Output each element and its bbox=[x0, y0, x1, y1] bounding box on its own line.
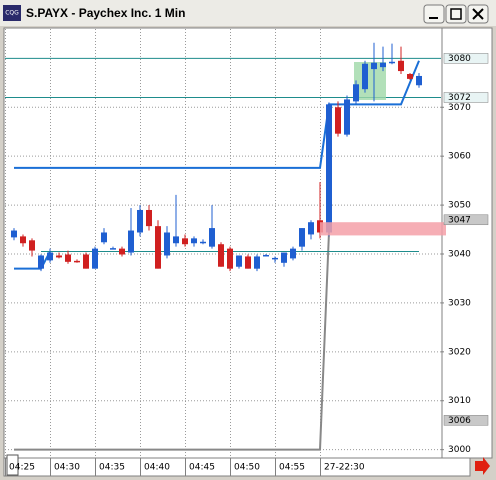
scroll-arrow[interactable] bbox=[475, 457, 490, 475]
candle-body bbox=[29, 240, 35, 251]
candle-body bbox=[137, 209, 143, 233]
y-tick-label: 3040 bbox=[448, 250, 471, 260]
candle-body bbox=[371, 62, 377, 70]
y-tick-label: 3060 bbox=[448, 152, 471, 162]
maximize-icon bbox=[450, 8, 462, 20]
x-tick-label: 04:40 bbox=[144, 463, 170, 473]
candle-body bbox=[74, 260, 80, 263]
x-tick-label: 04:35 bbox=[99, 463, 125, 473]
selection-box bbox=[354, 62, 386, 100]
candle-body bbox=[146, 209, 152, 227]
candle-body bbox=[92, 248, 98, 269]
plot: 3000 3010 3020 3030 3040 3050 3060 3070 04:25 04:… bbox=[5, 29, 471, 476]
scroll-box[interactable] bbox=[6, 454, 19, 476]
price-marker-label: 3006 bbox=[448, 416, 471, 426]
price-marker bbox=[443, 415, 489, 426]
price-marker-label: 3047 bbox=[448, 215, 471, 225]
title-bar bbox=[0, 0, 496, 26]
y-tick-label: 3030 bbox=[448, 298, 471, 308]
y-tick-label: 3010 bbox=[448, 396, 471, 406]
candle-body bbox=[218, 244, 224, 267]
candle-body bbox=[200, 241, 206, 244]
chart-area bbox=[3, 27, 493, 459]
close-icon bbox=[472, 8, 484, 20]
candle-body bbox=[47, 252, 53, 261]
candle-body bbox=[182, 238, 188, 245]
candle-body bbox=[326, 104, 332, 233]
candle-body bbox=[209, 228, 215, 247]
candle-body bbox=[65, 254, 71, 262]
candle-body bbox=[308, 222, 314, 235]
app-icon-label: CQG bbox=[5, 10, 19, 17]
candle-body bbox=[344, 99, 350, 135]
candle-body bbox=[380, 62, 386, 68]
price-marker bbox=[443, 53, 489, 64]
candle-body bbox=[173, 236, 179, 244]
candle-body bbox=[11, 230, 17, 238]
candle-body bbox=[110, 248, 116, 250]
price-marker bbox=[443, 92, 489, 103]
candle-body bbox=[164, 232, 170, 256]
candle-body bbox=[353, 84, 359, 102]
candle-body bbox=[389, 61, 395, 64]
candle-body bbox=[290, 248, 296, 259]
app-icon bbox=[3, 5, 21, 21]
candle-body bbox=[128, 230, 134, 253]
x-tick-label: 04:30 bbox=[54, 463, 80, 473]
candle-body bbox=[20, 236, 26, 244]
y-tick-label: 3050 bbox=[448, 201, 471, 211]
candle-body bbox=[38, 255, 44, 269]
candle-body bbox=[245, 256, 251, 269]
window-buttons bbox=[423, 4, 489, 24]
x-tick-label: 04:50 bbox=[234, 463, 260, 473]
price-marker-label: 3080 bbox=[448, 54, 471, 64]
candle-body bbox=[362, 63, 368, 90]
candle-body bbox=[101, 232, 107, 243]
indicator-line bbox=[14, 231, 330, 451]
candle-body bbox=[155, 226, 161, 269]
x-tick-label: 04:45 bbox=[189, 463, 215, 473]
maximize-button[interactable] bbox=[445, 4, 467, 24]
y-tick-label: 3000 bbox=[448, 445, 471, 455]
x-tick-label: 04:55 bbox=[279, 463, 305, 473]
candle-body bbox=[299, 228, 305, 247]
x-tick-label: 04:25 bbox=[9, 463, 35, 473]
candle-body bbox=[272, 257, 278, 260]
candle-body bbox=[281, 252, 287, 263]
candle-body bbox=[191, 238, 197, 244]
minimize-button[interactable] bbox=[423, 4, 445, 24]
candle-body bbox=[398, 60, 404, 72]
x-axis-strip bbox=[3, 457, 471, 477]
candle-body bbox=[119, 248, 125, 255]
x-tick-label: 27-22:30 bbox=[324, 463, 365, 473]
candle-body bbox=[263, 254, 269, 257]
price-marker bbox=[443, 214, 489, 226]
candle-body bbox=[236, 255, 242, 267]
candle-body bbox=[56, 255, 62, 258]
highlight-band bbox=[320, 222, 446, 236]
candle-body bbox=[416, 75, 422, 86]
price-marker-label: 3072 bbox=[448, 93, 471, 103]
y-tick-label: 3020 bbox=[448, 347, 471, 357]
window-title: S.PAYX - Paychex Inc. 1 Min bbox=[26, 6, 185, 20]
candle-body bbox=[407, 74, 413, 79]
candle-body bbox=[254, 256, 260, 269]
candle-body bbox=[227, 248, 233, 269]
candle-body bbox=[335, 107, 341, 134]
candle-body bbox=[83, 254, 89, 269]
y-tick-label: 3070 bbox=[448, 103, 471, 113]
